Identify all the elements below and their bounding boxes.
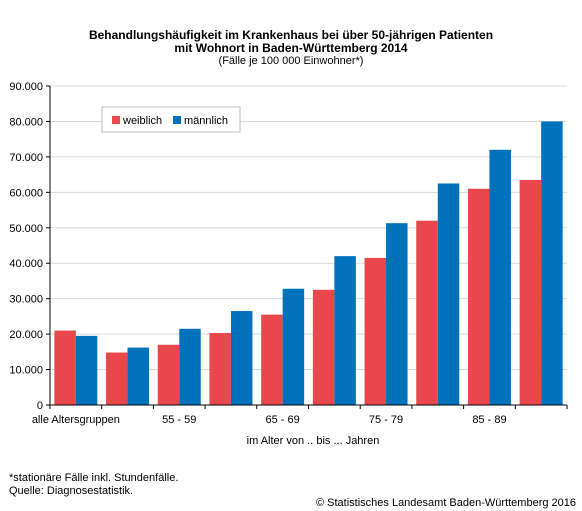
bar-maennlich <box>334 256 356 405</box>
legend-label-weiblich: weiblich <box>122 115 162 127</box>
y-tick-label: 70.000 <box>9 152 43 164</box>
bar-maennlich <box>489 149 511 405</box>
y-tick-label: 40.000 <box>9 258 43 270</box>
x-tick-label: 85 - 89 <box>472 414 506 426</box>
bar-weiblich <box>416 220 438 405</box>
bar-weiblich <box>157 344 180 405</box>
bar-weiblich <box>364 257 387 405</box>
legend-swatch-maennlich <box>173 116 181 124</box>
x-axis-label: im Alter von .. bis ... Jahren <box>247 435 380 447</box>
bar-maennlich <box>127 347 150 405</box>
y-tick-label: 60.000 <box>9 187 43 199</box>
bar-weiblich <box>54 330 76 405</box>
bar-weiblich <box>519 179 542 405</box>
chart-title-line1: Behandlungshäufigkeit im Krankenhaus bei… <box>88 28 494 42</box>
chart-title: Behandlungshäufigkeit im Krankenhaus bei… <box>0 29 582 55</box>
bar-weiblich <box>261 314 283 405</box>
y-tick-label: 10.000 <box>9 365 43 377</box>
bars <box>54 121 563 405</box>
footnote: *stationäre Fälle inkl. Stundenfälle. <box>9 472 179 484</box>
bar-weiblich <box>312 289 335 405</box>
x-tick-label: 55 - 59 <box>162 414 196 426</box>
y-tick-label: 20.000 <box>9 329 43 341</box>
bar-weiblich <box>209 333 231 405</box>
chart-subtitle: (Fälle je 100 000 Einwohner*) <box>218 55 364 67</box>
bar-maennlich <box>541 121 563 405</box>
y-axis-ticks: 0 10.000 20.000 30.000 40.000 50.000 60.000 70.… <box>9 81 50 412</box>
bar-weiblich <box>106 352 128 405</box>
y-tick-label: 50.000 <box>9 223 43 235</box>
x-tick-label: alle Altersgruppen <box>32 414 120 426</box>
bar-weiblich <box>467 188 490 405</box>
legend-swatch-weiblich <box>112 116 120 124</box>
bar-maennlich <box>282 288 305 405</box>
x-tick-label: 65 - 69 <box>266 414 300 426</box>
y-tick-label: 90.000 <box>9 81 43 93</box>
legend-box <box>101 106 241 133</box>
bar-maennlich <box>386 223 408 405</box>
y-tick-label: 30.000 <box>9 294 43 306</box>
source-note: Quelle: Diagnosestatistik. <box>9 485 134 497</box>
legend-label-maennlich: männlich <box>184 115 228 127</box>
bar-maennlich <box>75 335 98 405</box>
legend: weiblich männlich <box>101 106 241 133</box>
bar-maennlich <box>437 183 460 405</box>
bar-maennlich <box>230 311 253 405</box>
copyright: © Statistisches Landesamt Baden-Württemb… <box>315 497 576 509</box>
y-tick-label: 80.000 <box>9 116 43 128</box>
x-axis-ticks: alle Altersgruppen 55 - 59 65 - 69 75 - 79 8… <box>32 405 568 426</box>
x-tick-label: 75 - 79 <box>369 414 403 426</box>
chart-title-line2: mit Wohnort in Baden-Württemberg 2014 <box>174 41 408 55</box>
y-tick-label: 0 <box>37 400 43 412</box>
bar-maennlich <box>179 328 201 405</box>
